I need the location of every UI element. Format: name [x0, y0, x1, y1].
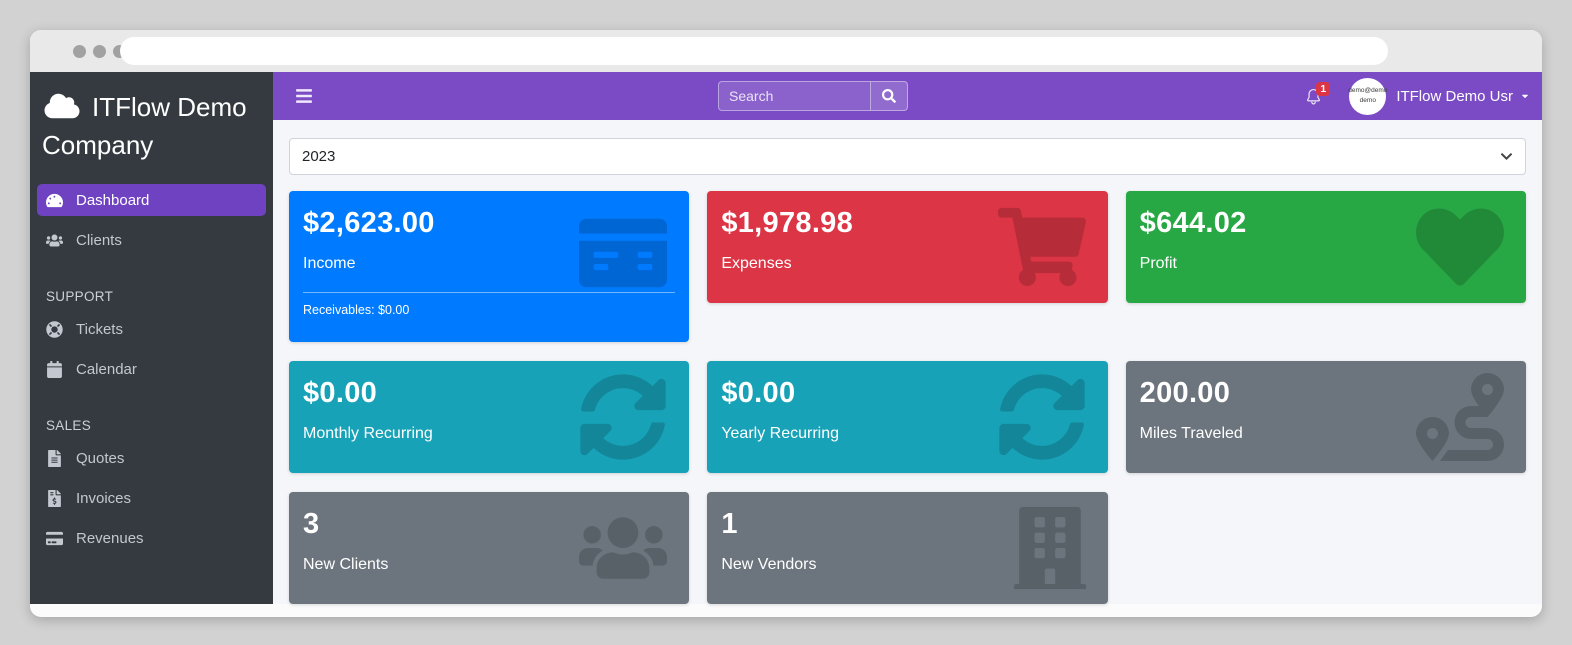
card-label: New Clients: [303, 556, 389, 573]
year-select-wrap: 2023: [289, 138, 1526, 175]
sidebar-item-calendar[interactable]: Calendar: [37, 353, 266, 385]
card-value: $0.00: [721, 377, 796, 409]
card-label: Monthly Recurring: [303, 425, 433, 442]
building-icon: [1014, 504, 1086, 592]
sidebar-section-support: SUPPORT: [46, 289, 114, 304]
card-divider: [303, 292, 676, 293]
notifications-button[interactable]: 1: [1304, 81, 1331, 106]
card-label: Expenses: [721, 255, 792, 272]
search-input[interactable]: [718, 81, 870, 111]
sidebar-item-label: Dashboard: [76, 191, 150, 209]
card-value: $2,623.00: [303, 207, 435, 239]
card-value: 1: [721, 508, 738, 540]
file-icon: [46, 450, 63, 467]
user-name: ITFlow Demo Usr: [1396, 87, 1513, 105]
card-value: $644.02: [1139, 207, 1247, 239]
sidebar-item-quotes[interactable]: Quotes: [37, 442, 266, 474]
sidebar-item-revenues[interactable]: Revenues: [37, 522, 266, 554]
sidebar-item-label: Tickets: [76, 320, 123, 338]
card-label: Yearly Recurring: [721, 425, 840, 442]
card-label: Profit: [1139, 255, 1177, 272]
browser-window: ITFlow Demo Company Dashboard Clients SU…: [30, 30, 1542, 617]
caret-down-icon: [1520, 91, 1530, 101]
card-yearly-recurring: $0.00 Yearly Recurring: [707, 361, 1108, 473]
app-frame: ITFlow Demo Company Dashboard Clients SU…: [30, 72, 1542, 604]
sidebar-item-label: Invoices: [76, 489, 132, 507]
avatar-text: demo: [1359, 97, 1376, 104]
sidebar-item-dashboard[interactable]: Dashboard: [37, 184, 266, 216]
card-label: Miles Traveled: [1139, 425, 1243, 442]
card-income: $2,623.00 Income Receivables: $0.00: [289, 191, 690, 342]
sidebar: ITFlow Demo Company Dashboard Clients SU…: [30, 72, 273, 604]
search-icon: [882, 89, 896, 103]
sidebar-item-label: Clients: [76, 231, 122, 249]
user-dropdown[interactable]: ITFlow Demo Usr: [1396, 88, 1530, 105]
card-value: $1,978.98: [721, 207, 854, 239]
calendar-icon: [46, 361, 63, 378]
sidebar-brand[interactable]: ITFlow Demo Company: [30, 72, 273, 176]
avatar[interactable]: demo@demo demo: [1348, 77, 1388, 115]
life-ring-icon: [46, 321, 63, 338]
shopping-cart-icon: [998, 203, 1086, 291]
search-button[interactable]: [870, 81, 908, 111]
card-value: 3: [303, 508, 320, 540]
brand-label: ITFlow Demo Company: [42, 92, 247, 160]
heart-icon: [1416, 203, 1504, 291]
navbar-right: 1 demo@demo demo ITFlow Demo Usr: [1304, 72, 1530, 120]
stat-cards-grid: $2,623.00 Income Receivables: $0.00 $1,9…: [289, 191, 1526, 604]
year-select[interactable]: 2023: [289, 138, 1526, 175]
sidebar-item-clients[interactable]: Clients: [37, 224, 266, 256]
browser-chrome: [30, 30, 1542, 72]
top-navbar: 1 demo@demo demo ITFlow Demo Usr: [273, 72, 1542, 120]
avatar-text: demo@demo: [1348, 86, 1388, 94]
card-new-vendors: 1 New Vendors: [707, 492, 1108, 604]
card-profit: $644.02 Profit: [1125, 191, 1526, 303]
sidebar-item-invoices[interactable]: Invoices: [37, 482, 266, 514]
sidebar-item-label: Revenues: [76, 529, 144, 547]
card-new-clients: 3 New Clients: [289, 492, 690, 604]
credit-card-icon: [46, 530, 63, 547]
search-group: [718, 81, 908, 111]
cloud-icon: [42, 92, 82, 120]
window-dot-icon: [93, 44, 106, 58]
url-bar[interactable]: [120, 37, 1388, 65]
card-value: 200.00: [1139, 377, 1231, 409]
sidebar-nav: Dashboard Clients SUPPORT Tickets Calend…: [30, 176, 273, 554]
tachometer-icon: [46, 192, 63, 209]
traffic-lights: [73, 30, 126, 72]
route-icon: [1416, 373, 1504, 461]
card-expenses: $1,978.98 Expenses: [707, 191, 1108, 303]
sidebar-section-sales: SALES: [46, 418, 92, 433]
window-dot-icon: [73, 44, 86, 58]
hamburger-menu-icon[interactable]: [295, 87, 313, 105]
main-column: 1 demo@demo demo ITFlow Demo Usr: [273, 72, 1542, 604]
card-label: New Vendors: [721, 556, 817, 573]
dashboard-content: 2023 $2,623.00 Income Receivables: $0.00: [273, 120, 1542, 604]
sidebar-item-label: Calendar: [76, 360, 137, 378]
users-icon: [579, 504, 667, 592]
notification-badge: 1: [1316, 81, 1331, 97]
sync-icon: [579, 373, 667, 461]
card-monthly-recurring: $0.00 Monthly Recurring: [289, 361, 690, 473]
users-icon: [46, 232, 63, 249]
sync-icon: [998, 373, 1086, 461]
card-label: Income: [303, 255, 356, 272]
credit-card-icon: [579, 209, 667, 297]
sidebar-item-label: Quotes: [76, 449, 125, 467]
sidebar-item-tickets[interactable]: Tickets: [37, 313, 266, 345]
card-miles-traveled: 200.00 Miles Traveled: [1125, 361, 1526, 473]
card-footer: Receivables: $0.00: [303, 303, 410, 317]
file-invoice-dollar-icon: [46, 490, 63, 507]
card-value: $0.00: [303, 377, 378, 409]
